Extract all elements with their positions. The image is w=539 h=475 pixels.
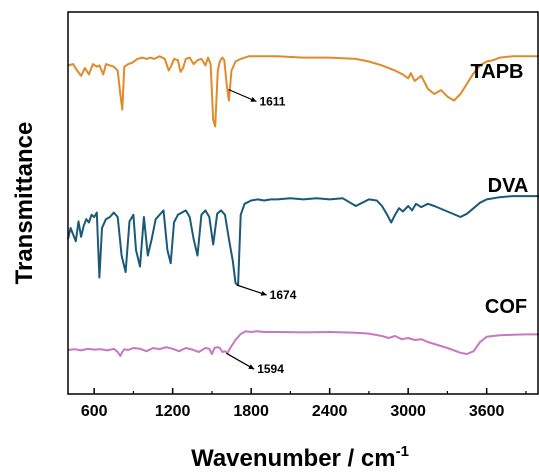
x-tick-label: 2400 xyxy=(312,403,348,420)
x-tick-label: 1800 xyxy=(233,403,269,420)
x-tick-label: 1200 xyxy=(155,403,191,420)
x-tick-label: 3600 xyxy=(469,403,505,420)
series-label-dva: DVA xyxy=(488,175,529,197)
x-axis-title-main: Wavenumber / cm xyxy=(191,445,396,472)
annotation-label: 1674 xyxy=(270,288,297,302)
x-tick-label: 3000 xyxy=(390,403,426,420)
annotation-label: 1594 xyxy=(257,362,284,376)
annotation-arrowhead xyxy=(248,364,255,370)
annotation-arrowhead xyxy=(250,96,257,102)
series-line-tapb xyxy=(67,55,539,128)
x-axis-title-superscript: -1 xyxy=(396,443,409,460)
ticks-layer: 600 1200 1800 2400 3000 3600 xyxy=(81,388,527,420)
annotation-label: 1611 xyxy=(259,95,285,109)
series-label-tapb: TAPB xyxy=(471,61,524,83)
plot-frame xyxy=(67,11,539,395)
series-layer: TAPB DVA COF xyxy=(67,55,539,357)
annotation-layer: 1611 1674 1594 xyxy=(225,88,297,376)
x-axis-title: Wavenumber / cm-1 xyxy=(191,443,409,472)
y-axis-title: Transmittance xyxy=(11,122,38,285)
series-line-cof xyxy=(67,330,539,357)
x-tick-label: 600 xyxy=(81,403,108,420)
series-line-dva xyxy=(67,195,539,287)
series-label-cof: COF xyxy=(485,296,527,318)
annotation-arrowhead xyxy=(260,290,267,296)
